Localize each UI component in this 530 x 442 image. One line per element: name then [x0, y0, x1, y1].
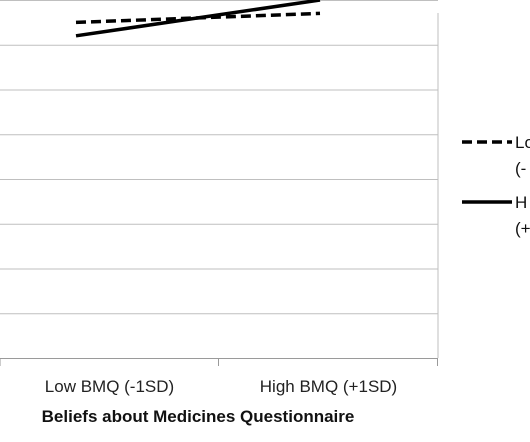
series-group [75, 0, 321, 38]
gridlines [0, 0, 439, 358]
legend: Lo (- H (+ [462, 133, 530, 238]
legend-label-line2: (- [515, 159, 526, 178]
x-tick-labels: Low BMQ (-1SD) High BMQ (+1SD) [45, 377, 397, 396]
x-axis [0, 358, 438, 366]
x-tick-label: Low BMQ (-1SD) [45, 377, 174, 396]
x-tick-label: High BMQ (+1SD) [260, 377, 397, 396]
series-line-solid [75, 0, 321, 38]
legend-label: H [515, 193, 527, 212]
legend-label-line2: (+ [515, 219, 530, 238]
x-axis-title: Beliefs about Medicines Questionnaire [42, 407, 355, 426]
legend-label: Lo [515, 133, 530, 152]
